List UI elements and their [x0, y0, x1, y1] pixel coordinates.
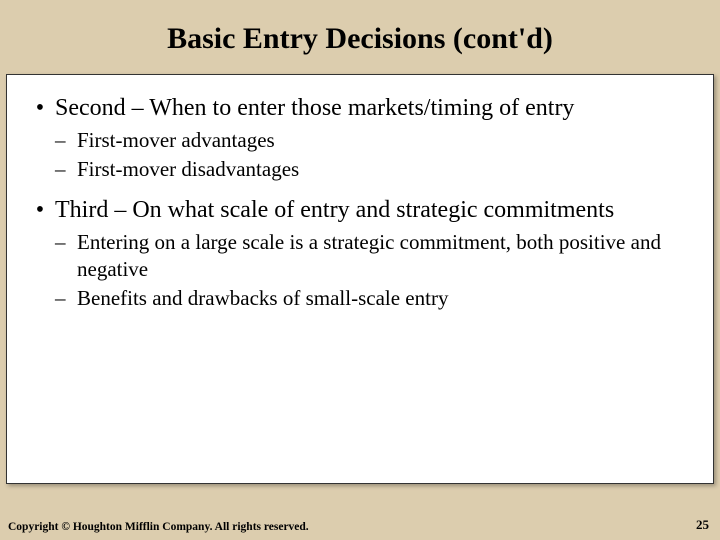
bullet-text: First-mover advantages — [77, 127, 275, 154]
slide-title: Basic Entry Decisions (cont'd) — [0, 0, 720, 74]
copyright-text: Copyright © Houghton Mifflin Company. Al… — [8, 521, 309, 533]
bullet-dot-icon: • — [25, 93, 55, 123]
bullet-text: First-mover disadvantages — [77, 156, 299, 183]
bullet-text: Benefits and drawbacks of small-scale en… — [77, 285, 448, 312]
spacer — [25, 185, 695, 195]
bullet-level2: – First-mover disadvantages — [55, 156, 695, 183]
bullet-dash-icon: – — [55, 229, 77, 256]
content-panel: • Second – When to enter those markets/t… — [6, 74, 714, 484]
bullet-level1: • Third – On what scale of entry and str… — [25, 195, 695, 225]
bullet-text: Third – On what scale of entry and strat… — [55, 195, 614, 225]
page-number: 25 — [696, 517, 709, 533]
bullet-dot-icon: • — [25, 195, 55, 225]
bullet-level2: – First-mover advantages — [55, 127, 695, 154]
bullet-level2: – Benefits and drawbacks of small-scale … — [55, 285, 695, 312]
bullet-text: Second – When to enter those markets/tim… — [55, 93, 574, 123]
bullet-level2: – Entering on a large scale is a strateg… — [55, 229, 695, 283]
bullet-level1: • Second – When to enter those markets/t… — [25, 93, 695, 123]
bullet-text: Entering on a large scale is a strategic… — [77, 229, 695, 283]
footer: Copyright © Houghton Mifflin Company. Al… — [8, 517, 712, 533]
bullet-dash-icon: – — [55, 285, 77, 312]
bullet-dash-icon: – — [55, 156, 77, 183]
bullet-dash-icon: – — [55, 127, 77, 154]
